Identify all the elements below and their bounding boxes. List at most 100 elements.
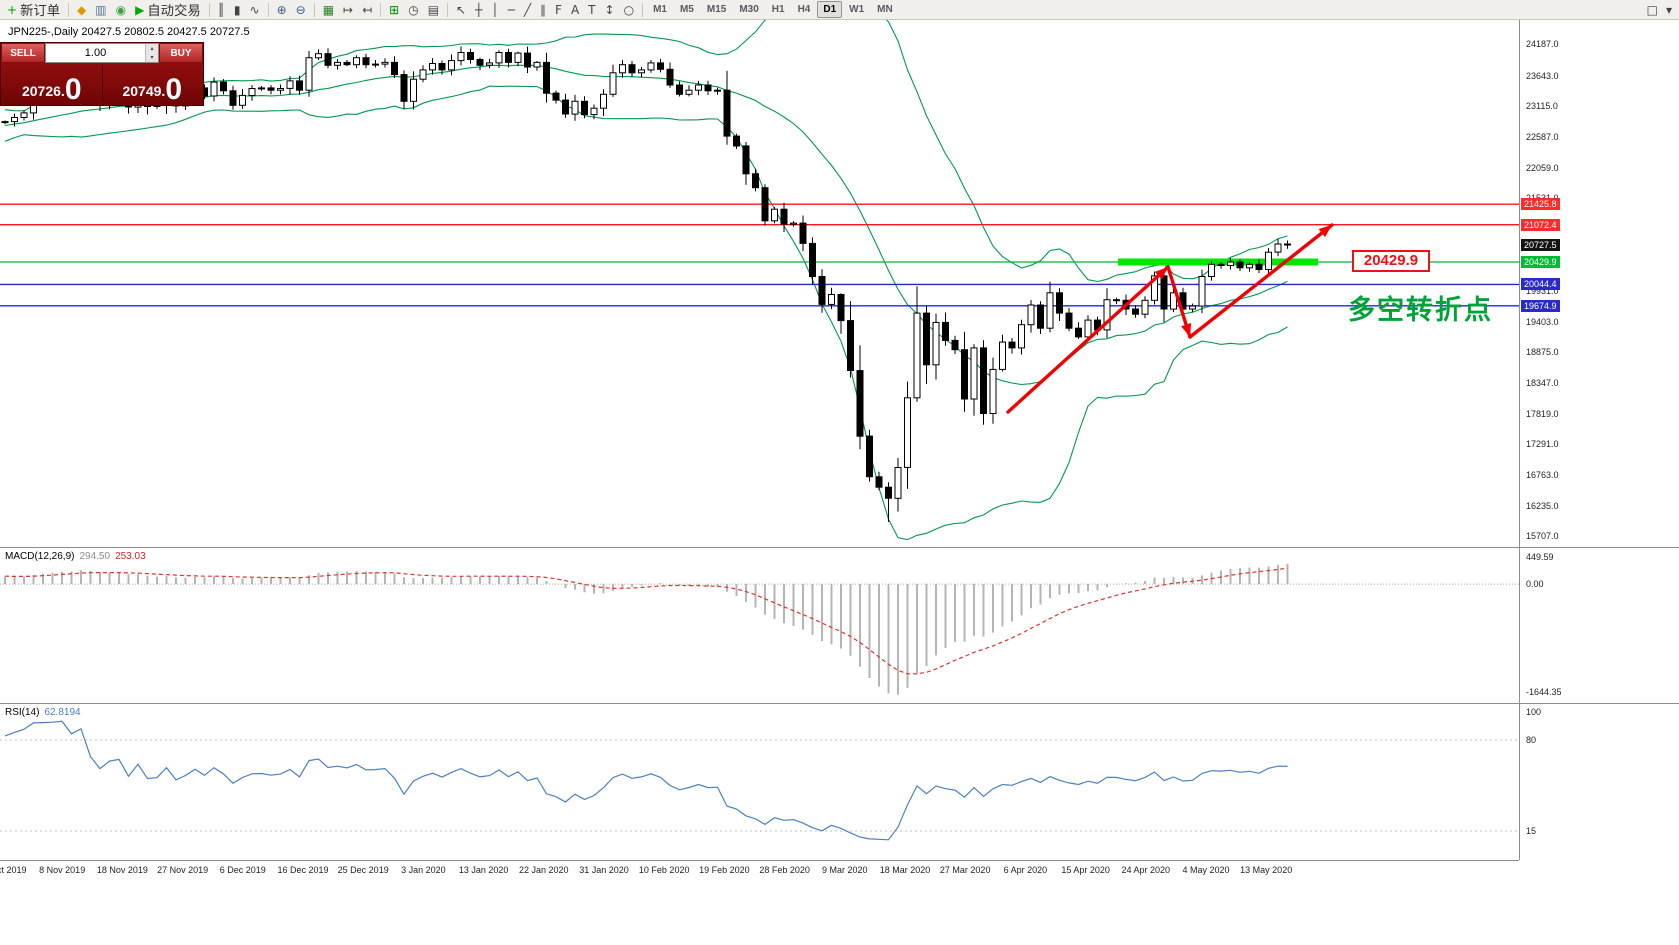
toolbar-group-timeframes: M1 M5 M15 M30 H1 H4 D1 W1 MN: [647, 1, 899, 18]
symbol-info: JPN225-,Daily 20427.5 20802.5 20427.5 20…: [8, 26, 250, 38]
date-label: 4 May 2020: [1182, 865, 1230, 875]
templates-button[interactable]: ▤: [424, 2, 443, 18]
bars-icon: ║: [217, 2, 225, 17]
timeframe-button-m15-label: M15: [706, 4, 727, 15]
timeframe-button-m5[interactable]: M5: [674, 1, 700, 18]
date-label: 27 Nov 2019: [157, 865, 209, 875]
one-click-trading-widget: SELL ▴ ▾ BUY 20726.0 20749.0: [0, 42, 204, 106]
sell-price-big-digit: 0: [64, 73, 82, 106]
vline-button[interactable]: │: [487, 2, 502, 18]
text-button[interactable]: A: [567, 2, 583, 18]
shapes-button[interactable]: ○: [620, 2, 638, 18]
grid-icon: ▦: [322, 2, 335, 17]
macd-canvas[interactable]: [0, 548, 1519, 704]
hline-button[interactable]: ─: [504, 2, 519, 18]
play-icon: ▶: [135, 2, 145, 17]
arrows-button[interactable]: ↕: [601, 2, 619, 18]
bars-button[interactable]: ║: [214, 2, 229, 18]
price-scale-label: 18875.0: [1526, 347, 1559, 358]
crosshair-button[interactable]: ┼: [471, 2, 486, 18]
timeframe-button-mn[interactable]: MN: [871, 1, 899, 18]
indicators-button[interactable]: ⊞: [385, 2, 403, 18]
timeframe-button-m30[interactable]: M30: [733, 1, 764, 18]
toolbar-group-chart-types: ║ ▮ ∿: [214, 2, 264, 18]
toolbar-separator: [267, 2, 269, 17]
market-watch-button[interactable]: ▥: [91, 2, 110, 18]
sell-price[interactable]: 20726. 0: [3, 73, 101, 106]
cursor-button[interactable]: ↖: [452, 2, 470, 18]
timeframe-button-m1-label: M1: [653, 4, 667, 15]
line-chart-button[interactable]: ∿: [246, 2, 264, 18]
rsi-scale[interactable]: 100 80 15: [1519, 704, 1679, 860]
date-label: 18 Nov 2019: [96, 865, 148, 875]
timeframe-button-mn-label: MN: [877, 4, 893, 15]
candlesticks-button[interactable]: ▮: [230, 2, 245, 18]
timeframe-button-m15[interactable]: M15: [701, 1, 732, 18]
buy-price[interactable]: 20749. 0: [104, 73, 202, 106]
toolbar-group-orders: + 新订单: [3, 0, 64, 21]
grid-button[interactable]: ▦: [319, 2, 338, 18]
zoom-out-icon: ⊖: [295, 2, 306, 17]
rsi-panel: RSI(14) 62.8194 100 80 15: [0, 703, 1679, 860]
timeframe-button-w1[interactable]: W1: [843, 1, 870, 18]
metaeditor-button[interactable]: ◆: [73, 2, 90, 18]
sell-button[interactable]: SELL: [1, 43, 45, 63]
crosshair-icon: ┼: [475, 2, 483, 17]
periods-button[interactable]: ◷: [404, 2, 422, 18]
volume-down-button[interactable]: ▾: [146, 53, 158, 62]
spin-up-icon: ▴: [150, 45, 154, 52]
indicators-icon: ⊞: [389, 2, 400, 17]
macd-signal-value: 253.03: [115, 551, 146, 562]
windows-button[interactable]: □: [1643, 2, 1662, 18]
chart-shift-icon: ↤: [362, 2, 373, 17]
rsi-canvas[interactable]: [0, 704, 1519, 861]
trendline-button[interactable]: ╱: [520, 2, 535, 18]
chart-shift-button[interactable]: ↤: [358, 2, 376, 18]
new-order-button[interactable]: + 新订单: [3, 0, 64, 21]
price-scale-label: 15707.0: [1526, 531, 1559, 542]
date-label: 10 Feb 2020: [638, 865, 690, 875]
price-chart-canvas[interactable]: [0, 20, 1519, 547]
date-label: 9 Mar 2020: [822, 865, 868, 875]
price-scale-label: 16763.0: [1526, 469, 1559, 480]
price-scale[interactable]: 24187.0 23643.0 23115.0 22587.0 22059.0 21531…: [1519, 20, 1679, 547]
auto-scroll-button[interactable]: ↦: [339, 2, 357, 18]
rsi-scale-label: 80: [1526, 735, 1537, 745]
timeframe-button-d1[interactable]: D1: [817, 1, 843, 18]
date-label: 22 Jan 2020: [519, 865, 569, 875]
date-axis[interactable]: 30 Oct 2019 8 Nov 2019 18 Nov 2019 27 Nov 2…: [0, 860, 1519, 878]
buy-button[interactable]: BUY: [159, 43, 203, 63]
trendline-icon: ╱: [523, 2, 532, 17]
trade-widget-divider: [101, 65, 103, 101]
label-button[interactable]: T: [584, 2, 599, 18]
timeframe-button-h1[interactable]: H1: [766, 1, 791, 18]
toolbar-separator: [313, 2, 315, 17]
timeframe-button-d1-label: D1: [823, 4, 837, 15]
spin-down-icon: ▾: [150, 54, 154, 61]
price-tag: 20727.5: [1521, 238, 1560, 251]
toolbar-group-zoom: ⊕ ⊖: [273, 2, 310, 18]
toolbar-group-drawing: ↖ ┼ │ ─ ╱ ∥ F A T ↕ ○: [452, 2, 638, 18]
macd-scale[interactable]: 449.59 0.00 -1644.35: [1519, 548, 1679, 703]
price-scale-label: 23643.0: [1526, 70, 1559, 81]
toolbar-separator: [208, 2, 210, 17]
date-label: 13 Jan 2020: [458, 865, 509, 875]
channel-icon: ∥: [540, 2, 547, 17]
profile-button[interactable]: ▾: [1662, 2, 1676, 18]
text-icon: A: [570, 2, 580, 17]
channel-button[interactable]: ∥: [536, 2, 550, 18]
volume-up-button[interactable]: ▴: [146, 44, 158, 53]
macd-name: MACD(12,26,9): [5, 551, 75, 562]
zoom-out-button[interactable]: ⊖: [292, 2, 310, 18]
buy-price-big-digit: 0: [165, 73, 182, 106]
autotrading-button[interactable]: ▶ 自动交易: [131, 0, 205, 21]
fibonacci-button[interactable]: F: [551, 2, 566, 18]
candlesticks-icon: ▮: [233, 2, 241, 17]
zoom-in-button[interactable]: ⊕: [273, 2, 291, 18]
timeframe-button-m1[interactable]: M1: [647, 1, 673, 18]
navigator-button[interactable]: ◉: [112, 2, 130, 18]
volume-input[interactable]: [46, 44, 145, 62]
timeframe-button-h4[interactable]: H4: [792, 1, 817, 18]
navigator-icon: ◉: [115, 2, 127, 17]
